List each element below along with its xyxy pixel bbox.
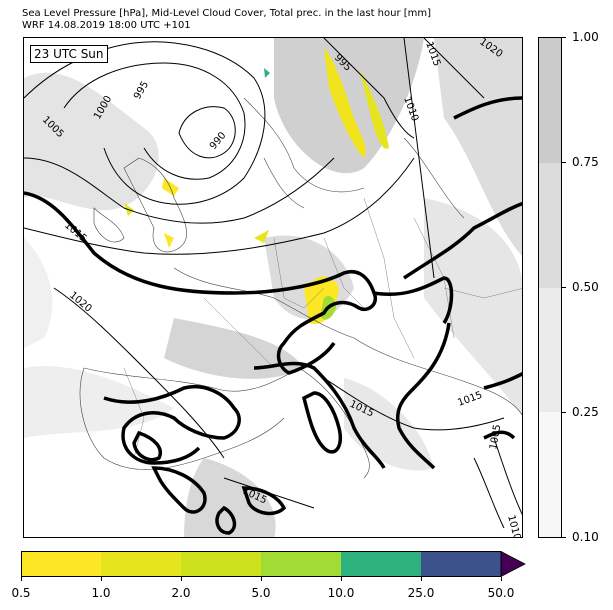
precip-colorbar-tick-label: 2.0	[171, 586, 191, 600]
cloud-colorbar-tick-label: 0.10	[572, 530, 599, 544]
cloud-colorbar-tick	[562, 287, 566, 288]
cloud-colorbar-tick	[562, 37, 566, 38]
precip-colorbar-tick	[341, 577, 342, 581]
precip-colorbar-extend-arrow	[500, 550, 526, 578]
precip-colorbar-tick	[21, 577, 22, 581]
cloud-colorbar-segment	[539, 412, 561, 537]
precip-colorbar-segment	[341, 551, 421, 577]
isobar-label: 990	[208, 130, 229, 152]
cloud-colorbar-tick	[562, 162, 566, 163]
cloud-cover-layer	[24, 38, 522, 537]
precip-colorbar-tick	[101, 577, 102, 581]
isobar-label: 1015	[456, 390, 484, 409]
isobar-label: 1010	[505, 514, 522, 538]
cloud-colorbar-tick	[562, 412, 566, 413]
precip-colorbar-segment	[261, 551, 341, 577]
precip-colorbar-tick-label: 10.0	[327, 586, 355, 600]
precip-colorbar-tick	[181, 577, 182, 581]
precip-colorbar-tick-label: 5.0	[251, 586, 271, 600]
precip-colorbar-segment	[21, 551, 101, 577]
cloud-colorbar-tick-label: 0.50	[572, 280, 599, 294]
precipitation-colorbar	[21, 550, 526, 578]
thick-contour-layer	[24, 96, 522, 535]
cloud-colorbar-tick-label: 1.00	[572, 30, 599, 44]
isobar-label: 1005	[488, 424, 503, 451]
precip-colorbar-tick	[501, 577, 502, 581]
cloud-colorbar-segment	[539, 162, 561, 288]
precip-colorbar-segment	[421, 551, 501, 577]
valid-time-label: 23 UTC Sun	[30, 45, 108, 63]
precip-colorbar-tick	[421, 577, 422, 581]
precip-colorbar-tick-label: 25.0	[407, 586, 435, 600]
cloud-colorbar-tick-label: 0.75	[572, 155, 599, 169]
isobar-label: 1020	[67, 290, 94, 315]
weather-map: 1005 1000 995 990 995 1015 1010 1020 101…	[23, 37, 523, 538]
precip-colorbar-tick-label: 0.5	[11, 586, 31, 600]
map-subtitle: WRF 14.08.2019 18:00 UTC +101	[22, 20, 191, 31]
cloud-cover-colorbar	[538, 37, 562, 538]
isobar-label: 995	[132, 79, 151, 101]
isobar-label: 1010	[401, 95, 420, 123]
precip-colorbar-tick-label: 50.0	[487, 586, 515, 600]
precip-colorbar-segment	[101, 551, 181, 577]
precip-colorbar-tick	[261, 577, 262, 581]
cloud-colorbar-tick-label: 0.25	[572, 405, 599, 419]
cloud-colorbar-tick	[562, 537, 566, 538]
precip-colorbar-segment	[181, 551, 261, 577]
map-canvas: 1005 1000 995 990 995 1015 1010 1020 101…	[24, 38, 522, 538]
cloud-colorbar-segment	[539, 287, 561, 413]
cloud-colorbar-segment	[539, 38, 561, 163]
map-title: Sea Level Pressure [hPa], Mid-Level Clou…	[22, 8, 432, 19]
precip-colorbar-tick-label: 1.0	[91, 586, 111, 600]
